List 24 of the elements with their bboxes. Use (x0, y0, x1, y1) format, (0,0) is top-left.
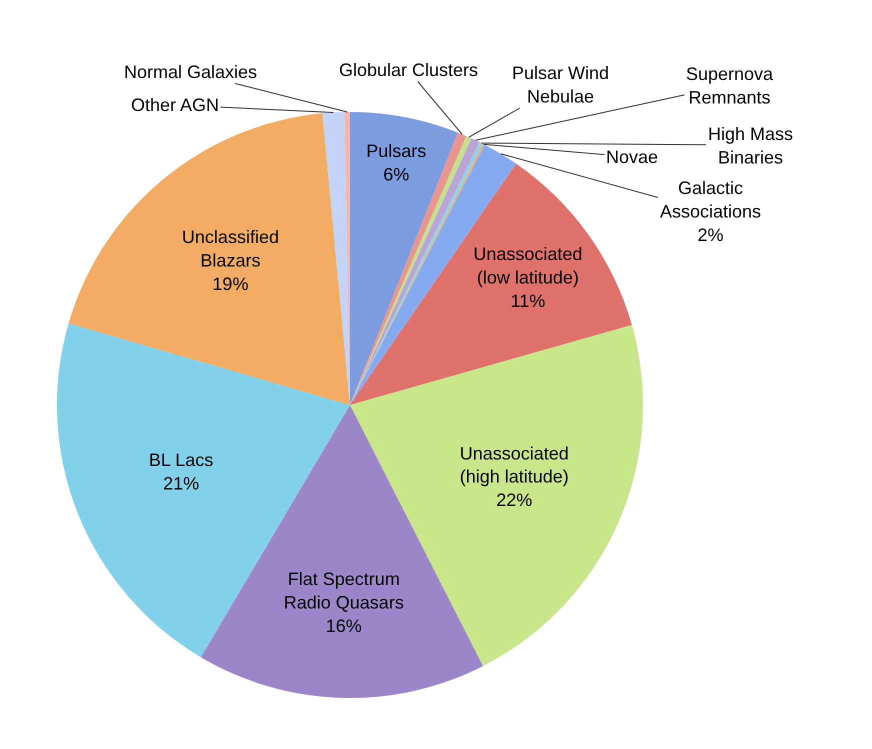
data-label: 22% (496, 490, 532, 510)
slice-label: Pulsar Wind Nebulae (512, 63, 610, 106)
slice-label: Unassociated (low latitude) (473, 244, 582, 288)
pie-slice (322, 112, 350, 405)
pie-slice (350, 164, 632, 405)
slice-label: Normal Galaxies (124, 62, 258, 82)
slice-label: BL Lacs (148, 450, 214, 470)
slice-label: Supernova Remnants (686, 64, 774, 108)
data-label: 11% (510, 290, 546, 311)
slice-label: Pulsars (366, 140, 426, 161)
data-label: 2% (698, 224, 724, 245)
slice-label: Galactic Associations (660, 178, 762, 222)
slice-label: Novae (606, 147, 658, 167)
pie-slice (68, 113, 350, 405)
data-label: 19% (212, 274, 248, 294)
slice-label: Globular Clusters (339, 60, 478, 80)
slice-label: High Mass Binaries (708, 124, 794, 168)
data-label: 21% (163, 474, 200, 494)
slice-label: Unclassified Blazars (182, 227, 279, 270)
slice-label: Flat Spectrum Radio Quasars (284, 569, 404, 613)
slice-label: Unassociated (high latitude) (460, 443, 569, 487)
slice-label: Other AGN (131, 95, 220, 115)
data-label: 6% (383, 164, 410, 184)
data-label: 16% (326, 616, 362, 636)
